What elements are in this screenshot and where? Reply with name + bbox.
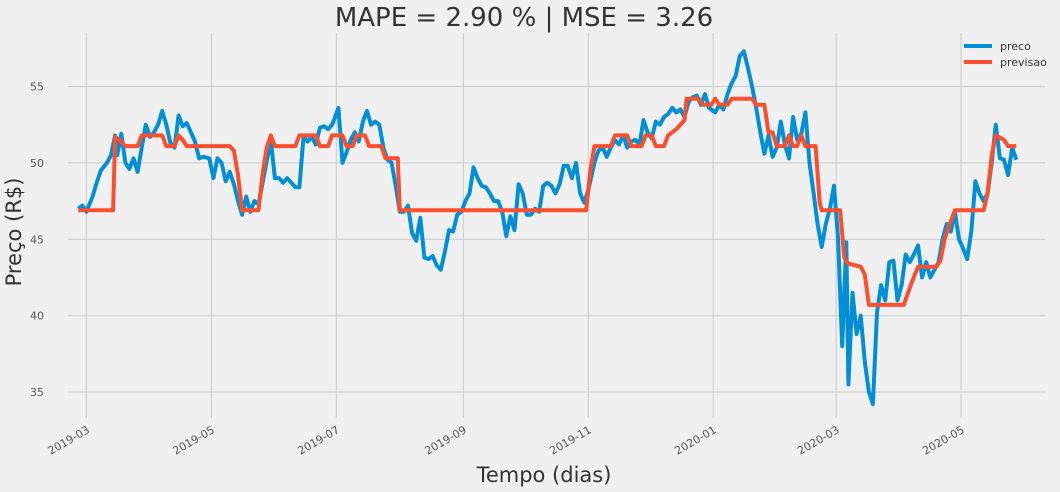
legend-label-previsao: previsao — [1000, 56, 1047, 69]
series-line-preco — [76, 49, 1019, 407]
y-tick-label: 45 — [30, 233, 44, 246]
series-lines — [76, 49, 1019, 407]
series-line-previsao — [78, 96, 1017, 307]
y-tick-label: 50 — [30, 157, 44, 170]
grid — [68, 33, 1045, 418]
y-tick-label: 40 — [30, 310, 44, 323]
y-tick-labels: 35 40 45 50 55 — [30, 80, 44, 399]
y-tick-label: 35 — [30, 386, 44, 399]
legend-label-preco: preco — [1000, 40, 1031, 53]
chart-title: MAPE = 2.90 % | MSE = 3.26 — [335, 3, 713, 33]
y-axis-title: Preço (R$) — [2, 178, 26, 287]
x-axis-title: Tempo (dias) — [476, 463, 612, 487]
legend: preco previsao — [964, 40, 1047, 69]
y-tick-label: 55 — [30, 80, 44, 93]
